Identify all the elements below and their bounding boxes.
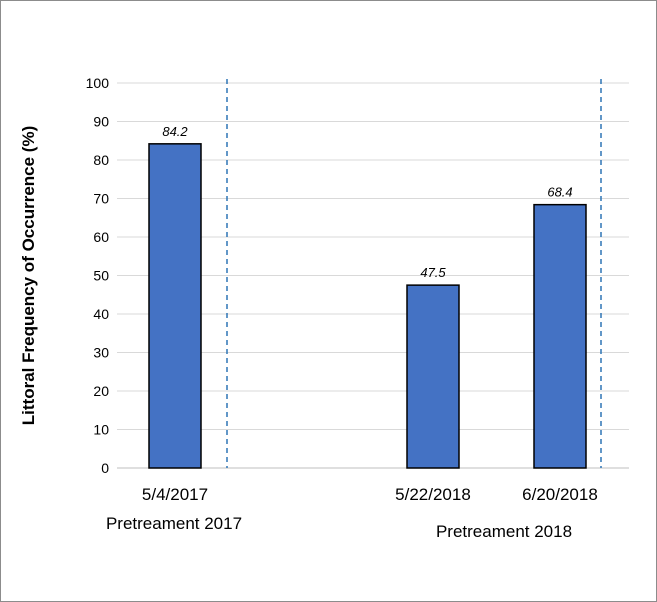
category-label: 5/22/2018 xyxy=(395,485,471,504)
group-label: Pretreament 2017 xyxy=(106,514,242,533)
y-tick-label: 80 xyxy=(93,152,109,168)
y-tick-label: 10 xyxy=(93,422,109,438)
y-tick-label: 70 xyxy=(93,191,109,207)
group-labels: Pretreament 2017 Pretreament 2018 xyxy=(106,514,572,541)
y-tick-label: 100 xyxy=(86,75,110,91)
data-label: 84.2 xyxy=(162,124,188,139)
x-axis-categories: 5/4/2017 5/22/2018 6/20/2018 xyxy=(142,485,598,504)
y-tick-label: 60 xyxy=(93,229,109,245)
y-tick-label: 0 xyxy=(101,460,109,476)
y-tick-label: 90 xyxy=(93,114,109,130)
category-label: 6/20/2018 xyxy=(522,485,598,504)
y-tick-label: 20 xyxy=(93,383,109,399)
bar xyxy=(406,284,460,469)
group-separators xyxy=(226,79,602,468)
y-tick-label: 40 xyxy=(93,306,109,322)
y-axis-label: Littoral Frequency of Occurrence (%) xyxy=(19,126,38,425)
bar xyxy=(148,143,202,469)
bar xyxy=(533,203,587,469)
group-label: Pretreament 2018 xyxy=(436,522,572,541)
bars xyxy=(148,143,587,469)
data-label: 68.4 xyxy=(547,185,572,200)
y-axis-ticks: 0 10 20 30 40 50 60 70 80 90 100 xyxy=(86,75,110,476)
y-tick-label: 30 xyxy=(93,345,109,361)
category-label: 5/4/2017 xyxy=(142,485,208,504)
y-tick-label: 50 xyxy=(93,268,109,284)
data-labels: 84.2 47.5 68.4 xyxy=(162,124,572,280)
data-label: 47.5 xyxy=(420,265,446,280)
